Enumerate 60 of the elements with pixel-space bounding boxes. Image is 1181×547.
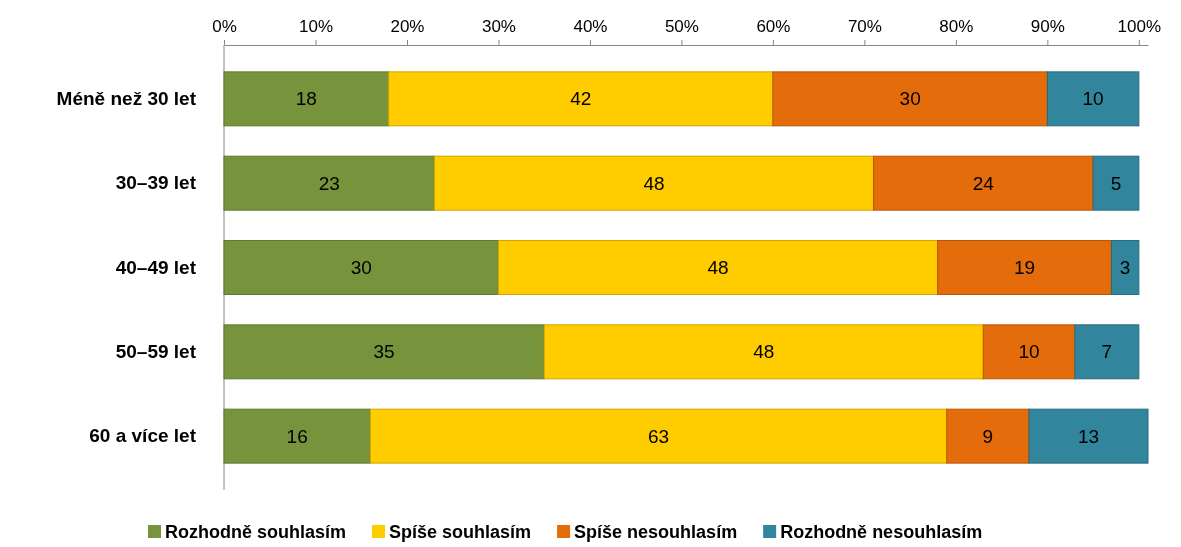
bar [946, 408, 1030, 464]
data-label: 24 [972, 172, 995, 194]
bar [223, 324, 545, 380]
bar [388, 71, 774, 127]
data-label: 7 [1101, 341, 1113, 363]
bar [873, 155, 1094, 211]
data-label: 5 [1110, 172, 1122, 194]
data-label: 19 [1013, 257, 1036, 278]
bar [543, 324, 984, 380]
data-label: 48 [707, 257, 729, 278]
data-label: 3 [1119, 257, 1131, 278]
legend-label: Rozhodně souhlasím [165, 522, 347, 542]
x-tick-label: 10% [298, 16, 333, 36]
x-tick-label: 0% [212, 16, 237, 36]
data-label: 10 [1082, 88, 1104, 110]
data-label: 30 [350, 257, 372, 278]
bar [223, 408, 371, 464]
data-label: 48 [753, 341, 775, 363]
data-label: 9 [982, 425, 994, 447]
bar [1046, 71, 1140, 127]
bar [369, 408, 948, 464]
x-tick-label: 30% [481, 16, 516, 36]
bar [223, 155, 435, 211]
bar [982, 324, 1076, 380]
x-tick-label: 100% [1117, 16, 1162, 36]
x-tick-label: 20% [390, 16, 425, 36]
bar [497, 240, 939, 295]
data-label: 63 [647, 425, 670, 447]
bar [433, 155, 875, 211]
bar [1028, 408, 1149, 464]
x-tick-label: 50% [664, 16, 699, 36]
x-tick-label: 60% [756, 16, 791, 36]
x-tick-label: 80% [939, 16, 974, 36]
y-tick-label: 30–39 let [115, 172, 197, 194]
data-label: 35 [373, 341, 395, 363]
y-tick-label: Méně než 30 let [56, 87, 197, 109]
bar [772, 71, 1048, 127]
data-label: 18 [295, 88, 317, 110]
bar [1092, 155, 1140, 211]
legend-label: Spíše souhlasím [389, 522, 532, 542]
bar [1110, 240, 1140, 295]
data-label: 30 [899, 88, 921, 110]
data-label: 42 [570, 88, 592, 110]
data-label: 16 [286, 425, 308, 447]
y-tick-label: 40–49 let [115, 256, 197, 278]
data-label: 48 [643, 172, 665, 194]
data-label: 23 [318, 172, 340, 194]
bar [223, 240, 499, 295]
x-tick-label: 40% [573, 16, 608, 36]
data-label: 13 [1077, 425, 1100, 447]
bar [937, 240, 1112, 295]
legend-label: Rozhodně nesouhlasím [780, 522, 983, 542]
x-tick-label: 70% [847, 16, 882, 36]
y-tick-label: 50–59 let [115, 340, 197, 362]
legend-label: Spíše nesouhlasím [574, 522, 738, 542]
bar [1074, 324, 1140, 380]
x-tick-label: 90% [1030, 16, 1065, 36]
y-tick-label: 60 a více let [89, 425, 197, 447]
data-label: 10 [1018, 341, 1040, 363]
bar [223, 71, 390, 127]
